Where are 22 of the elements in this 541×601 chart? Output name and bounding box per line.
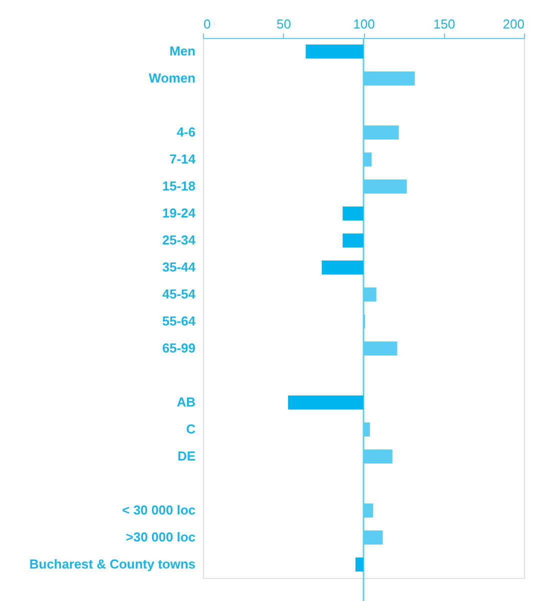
- y-tick-label: 4-6: [176, 124, 196, 140]
- y-tick-label: Bucharest & County towns: [29, 556, 196, 572]
- y-tick-label: 7-14: [169, 152, 196, 166]
- y-tick-label: 15-18: [162, 178, 196, 194]
- y-tick-label: AB: [176, 394, 196, 410]
- y-tick-label: DE: [177, 448, 196, 464]
- y-tick-label: C: [186, 422, 196, 436]
- y-tick-label: >30 000 loc: [126, 530, 196, 544]
- y-tick-label: 35-44: [162, 260, 196, 274]
- y-tick-label: Women: [148, 70, 196, 86]
- y-tick-label: 25-34: [162, 232, 196, 248]
- x-tick-label: 100: [353, 16, 375, 32]
- y-tick-label: 55-64: [162, 314, 196, 328]
- y-tick-label: 65-99: [162, 340, 196, 356]
- x-tick-label: 50: [276, 16, 291, 32]
- y-tick-label: Men: [170, 44, 196, 58]
- y-tick-label: 19-24: [162, 206, 196, 220]
- x-tick-label: 150: [433, 16, 456, 32]
- y-tick-label: < 30 000 loc: [122, 502, 196, 518]
- y-tick-label: 45-54: [162, 286, 196, 302]
- x-tick-label: 200: [502, 16, 524, 32]
- x-tick-label: 0: [204, 16, 211, 32]
